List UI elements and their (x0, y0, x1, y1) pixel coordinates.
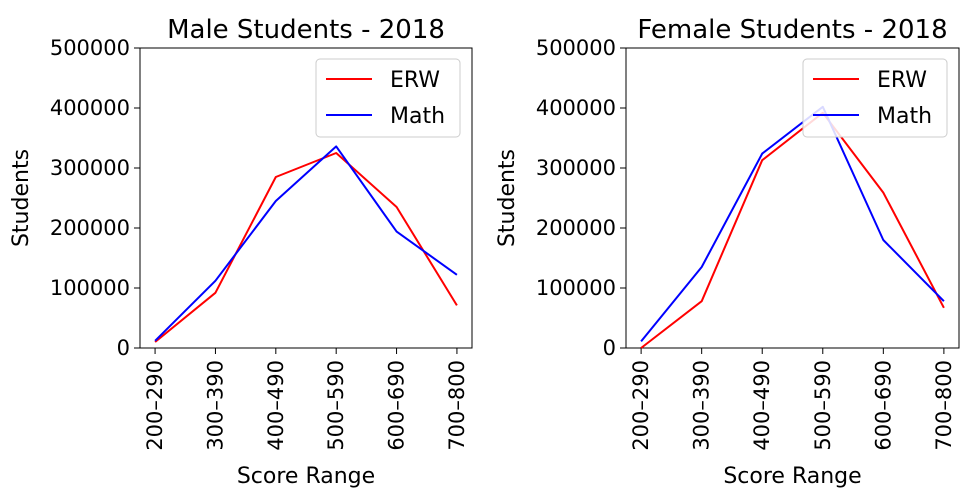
x-tick-label: 200–290 (629, 360, 653, 451)
x-tick-label: 600–690 (385, 360, 409, 451)
plot-frame (139, 47, 473, 349)
x-tick-label: 600–690 (871, 360, 895, 451)
series-line-math (640, 105, 945, 343)
y-tick-label: 400000 (536, 96, 616, 120)
x-tick-label: 300–390 (203, 360, 227, 451)
x-tick-label: 700–800 (932, 360, 956, 451)
y-tick-label: 200000 (536, 216, 616, 240)
legend-label-erw: ERW (877, 68, 927, 93)
chart-panel-2: Female Students - 2018 0 100000 200000 30000… (495, 15, 960, 489)
plot-frame (625, 47, 960, 349)
y-tick-label: 300000 (50, 156, 130, 180)
chart-title: Female Students - 2018 (637, 15, 947, 45)
x-tick-label: 300–390 (690, 360, 714, 451)
y-tick-label: 200000 (50, 216, 130, 240)
chart-panel-1: Male Students - 2018 0 100000 200000 300000 4… (9, 15, 473, 489)
x-tick-label: 700–800 (445, 360, 469, 451)
legend-label-erw: ERW (390, 68, 440, 93)
x-tick-label: 200–290 (143, 360, 167, 451)
series-line-math (154, 145, 458, 342)
y-tick-label: 0 (603, 336, 616, 360)
chart-title: Male Students - 2018 (167, 15, 445, 45)
x-tick-label: 400–490 (264, 360, 288, 451)
x-axis-label: Score Range (237, 464, 375, 489)
x-tick-label: 400–490 (750, 360, 774, 451)
y-tick-label: 100000 (50, 276, 130, 300)
y-axis-label: Students (9, 149, 34, 247)
y-tick-label: 300000 (536, 156, 616, 180)
series-line-erw (640, 111, 945, 349)
y-tick-label: 100000 (536, 276, 616, 300)
x-tick-label: 500–590 (324, 360, 348, 451)
y-tick-label: 500000 (50, 36, 130, 60)
y-axis-label: Students (495, 149, 520, 247)
y-tick-label: 500000 (536, 36, 616, 60)
series-line-erw (154, 152, 458, 343)
legend-label-math: Math (877, 104, 932, 129)
legend-label-math: Math (390, 104, 445, 129)
y-tick-label: 400000 (50, 96, 130, 120)
x-tick-label: 500–590 (811, 360, 835, 451)
y-tick-label: 0 (117, 336, 130, 360)
x-axis-label: Score Range (723, 464, 861, 489)
